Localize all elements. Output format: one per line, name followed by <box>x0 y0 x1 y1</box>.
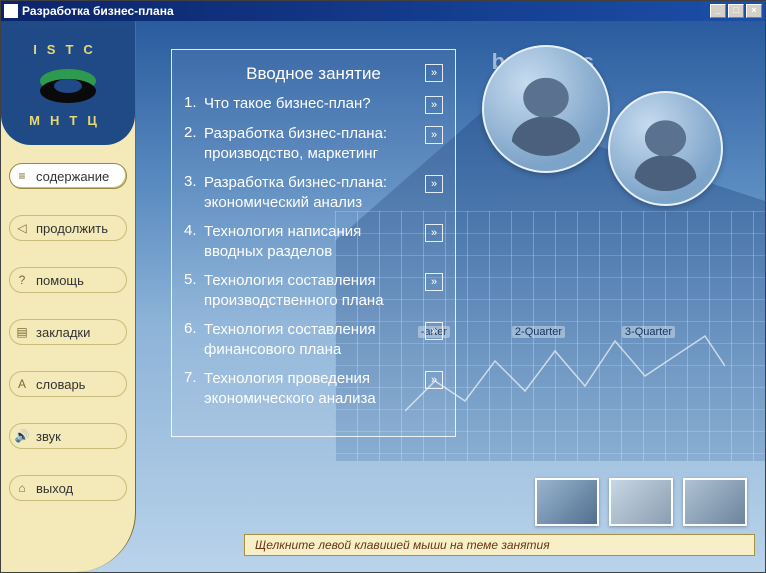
exit-icon: ⌂ <box>14 480 30 496</box>
minimize-button[interactable]: _ <box>710 4 726 18</box>
bookmarks-button[interactable]: ▤ закладки <box>9 319 127 345</box>
help-icon: ? <box>14 272 30 288</box>
dictionary-label: словарь <box>36 377 118 392</box>
toc-item-4[interactable]: 4. Технология написания вводных разделов… <box>184 222 443 261</box>
dictionary-button[interactable]: A словарь <box>9 371 127 397</box>
chevron-right-icon[interactable]: » <box>425 224 443 242</box>
logo-text-top: ISTC <box>33 42 103 57</box>
toc-text: Разработка бизнес-плана: экономический а… <box>204 173 419 212</box>
quarter-2-label: 2-Quarter <box>512 326 565 338</box>
chevron-right-icon[interactable]: » <box>425 126 443 144</box>
maximize-button[interactable]: □ <box>728 4 744 18</box>
dictionary-icon: A <box>14 376 30 392</box>
quarter-3-label: 3-Quarter <box>622 326 675 338</box>
contents-button[interactable]: ≡ содержание <box>9 163 127 189</box>
list-icon: ≡ <box>14 168 30 184</box>
status-text: Щелкните левой клавишей мыши на теме зан… <box>255 538 550 552</box>
chevron-right-icon[interactable]: » <box>425 322 443 340</box>
chevron-right-icon[interactable]: » <box>425 175 443 193</box>
toc-panel: » Вводное занятие 1. Что такое бизнес-пл… <box>171 49 456 437</box>
client-area: -arter 2-Quarter 3-Quarter business ISTC… <box>1 21 765 572</box>
decor-circle-hand <box>482 45 610 173</box>
toc-title-arrow-icon[interactable]: » <box>425 64 443 82</box>
sound-label: звук <box>36 429 118 444</box>
toc-num: 7. <box>184 369 204 386</box>
logo-icon <box>33 61 103 109</box>
toc-text: Что такое бизнес-план? <box>204 94 419 114</box>
thumbnail-2[interactable] <box>609 478 673 526</box>
exit-label: выход <box>36 481 118 496</box>
toc-num: 3. <box>184 173 204 190</box>
toc-item-5[interactable]: 5. Технология составления производственн… <box>184 271 443 310</box>
sound-icon: 🔊 <box>14 428 30 444</box>
toc-item-6[interactable]: 6. Технология составления финансового пл… <box>184 320 443 359</box>
status-bar: Щелкните левой клавишей мыши на теме зан… <box>244 534 755 556</box>
continue-button[interactable]: ◁ продолжить <box>9 215 127 241</box>
thumbnail-strip <box>535 478 747 526</box>
sound-button[interactable]: 🔊 звук <box>9 423 127 449</box>
toc-text: Технология составления финансового плана <box>204 320 419 359</box>
logo-block: ISTC МНТЦ <box>1 25 135 145</box>
toc-num: 4. <box>184 222 204 239</box>
toc-title: Вводное занятие <box>184 64 443 84</box>
bookmarks-label: закладки <box>36 325 118 340</box>
sidebar: ISTC МНТЦ ≡ содержание ◁ продолжить <box>1 21 136 572</box>
toc-num: 5. <box>184 271 204 288</box>
bookmarks-icon: ▤ <box>14 324 30 340</box>
help-button[interactable]: ? помощь <box>9 267 127 293</box>
contents-label: содержание <box>36 169 118 184</box>
decor-circle-man <box>608 91 723 206</box>
thumbnail-3[interactable] <box>683 478 747 526</box>
thumbnail-1[interactable] <box>535 478 599 526</box>
toc-text: Технология проведения экономического ана… <box>204 369 419 408</box>
continue-icon: ◁ <box>14 220 30 236</box>
toc-text: Технология составления производственного… <box>204 271 419 310</box>
logo-text-bottom: МНТЦ <box>29 113 107 128</box>
app-icon <box>4 4 18 18</box>
toc-num: 2. <box>184 124 204 141</box>
toc-item-7[interactable]: 7. Технология проведения экономического … <box>184 369 443 408</box>
toc-item-1[interactable]: 1. Что такое бизнес-план? » <box>184 94 443 114</box>
window-title: Разработка бизнес-плана <box>22 4 710 18</box>
toc-num: 6. <box>184 320 204 337</box>
app-window: Разработка бизнес-плана _ □ × -arter 2-Q… <box>0 0 766 573</box>
close-button[interactable]: × <box>746 4 762 18</box>
chevron-right-icon[interactable]: » <box>425 96 443 114</box>
toc-item-2[interactable]: 2. Разработка бизнес-плана: производство… <box>184 124 443 163</box>
help-label: помощь <box>36 273 118 288</box>
exit-button[interactable]: ⌂ выход <box>9 475 127 501</box>
toc-text: Технология написания вводных разделов <box>204 222 419 261</box>
window-controls: _ □ × <box>710 4 762 18</box>
chevron-right-icon[interactable]: » <box>425 371 443 389</box>
chevron-right-icon[interactable]: » <box>425 273 443 291</box>
toc-num: 1. <box>184 94 204 111</box>
titlebar: Разработка бизнес-плана _ □ × <box>1 1 765 21</box>
toc-text: Разработка бизнес-плана: производство, м… <box>204 124 419 163</box>
continue-label: продолжить <box>36 221 118 236</box>
toc-item-3[interactable]: 3. Разработка бизнес-плана: экономически… <box>184 173 443 212</box>
